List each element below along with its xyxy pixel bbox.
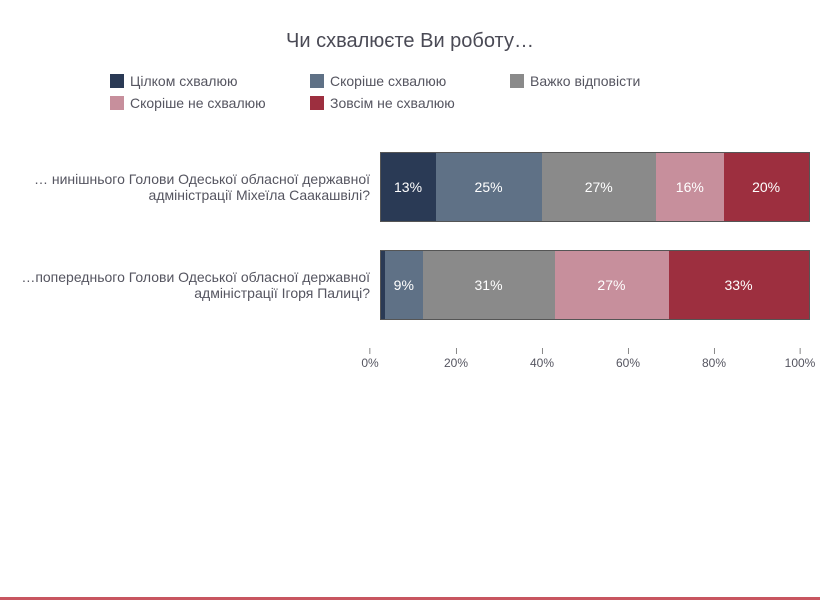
bar-row-label: … нинішнього Голови Одеської обласної де… [10,152,380,222]
legend-swatch [110,96,124,110]
stacked-bar: 9%31%27%33% [380,250,810,320]
bar-segment: 27% [555,251,669,319]
bar-row: …попереднього Голови Одеської обласної д… [10,250,810,320]
legend-swatch [310,74,324,88]
legend-label: Зовсім не схвалюю [330,95,455,111]
legend-label: Скоріше схвалюю [330,73,446,89]
legend-item: Важко відповісти [510,73,710,89]
legend-swatch [510,74,524,88]
bar-segment: 13% [381,153,436,221]
bar-row: … нинішнього Голови Одеської обласної де… [10,152,810,222]
axis-tick: 20% [444,348,468,370]
approval-chart: Чи схвалюєте Ви роботу… Цілком схвалюю Ск… [0,0,820,382]
bar-segment: 27% [542,153,656,221]
x-axis: 0%20%40%60%80%100% [370,348,800,372]
axis-tick: 100% [785,348,816,370]
legend-label: Важко відповісти [530,73,640,89]
bar-row-label: …попереднього Голови Одеської обласної д… [10,250,380,320]
axis-tick: 40% [530,348,554,370]
chart-title: Чи схвалюєте Ви роботу… [10,30,810,53]
legend-label: Цілком схвалюю [130,73,237,89]
legend: Цілком схвалюю Скоріше схвалюю Важко відпо… [10,73,810,117]
x-axis-row: 0%20%40%60%80%100% [10,348,810,372]
axis-tick: 0% [361,348,378,370]
chart-area: … нинішнього Голови Одеської обласної де… [10,152,810,348]
bar-segment: 9% [385,251,423,319]
bar-segment: 25% [436,153,542,221]
legend-item: Скоріше схвалюю [310,73,510,89]
bar-segment: 31% [423,251,554,319]
legend-swatch [110,74,124,88]
bar-segment: 33% [669,251,809,319]
legend-item: Скоріше не схвалюю [110,95,310,111]
axis-tick: 80% [702,348,726,370]
bar-segment: 16% [656,153,724,221]
axis-tick: 60% [616,348,640,370]
legend-item: Цілком схвалюю [110,73,310,89]
legend-item: Зовсім не схвалюю [310,95,510,111]
legend-swatch [310,96,324,110]
legend-label: Скоріше не схвалюю [130,95,266,111]
stacked-bar: 13%25%27%16%20% [380,152,810,222]
bar-segment: 20% [724,153,809,221]
